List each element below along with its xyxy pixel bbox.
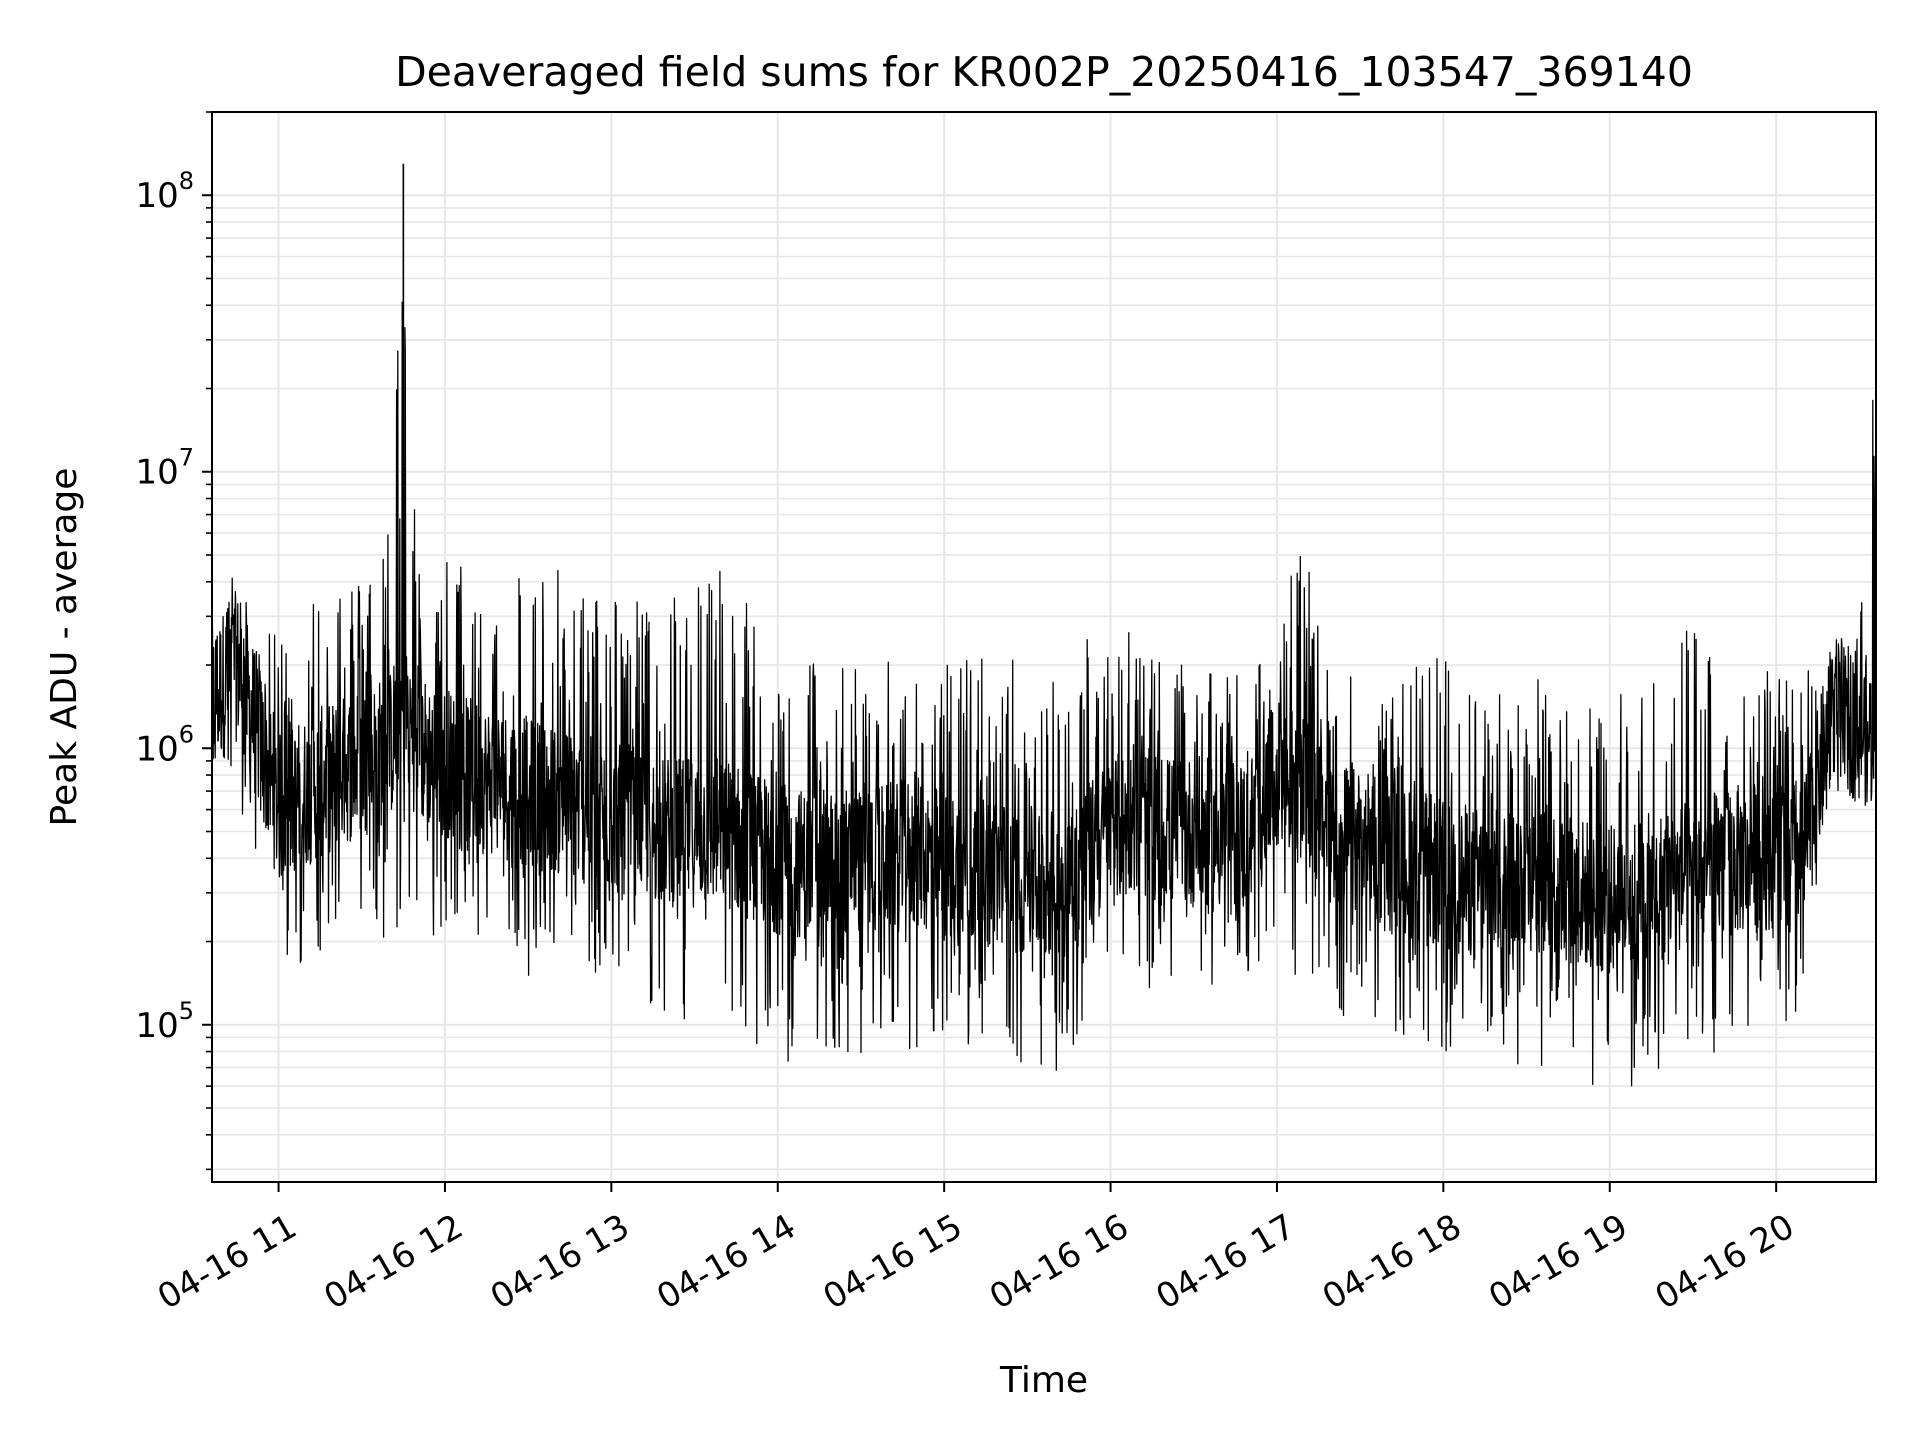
- y-tick-label: 108: [135, 167, 194, 216]
- plot-frame: [211, 111, 1877, 1183]
- data-layer: [212, 163, 1876, 1087]
- y-axis: 105 106 107 108: [135, 111, 212, 1171]
- chart-title: Deaveraged field sums for KR002P_2025041…: [395, 48, 1693, 96]
- y-tick-label: 106: [135, 720, 194, 769]
- y-axis-label: Peak ADU - average: [44, 468, 85, 827]
- y-tick-label: 107: [135, 444, 194, 493]
- x-axis-label: Time: [999, 1360, 1088, 1401]
- y-tick-label: 105: [135, 997, 194, 1046]
- series-line: [212, 301, 1876, 1087]
